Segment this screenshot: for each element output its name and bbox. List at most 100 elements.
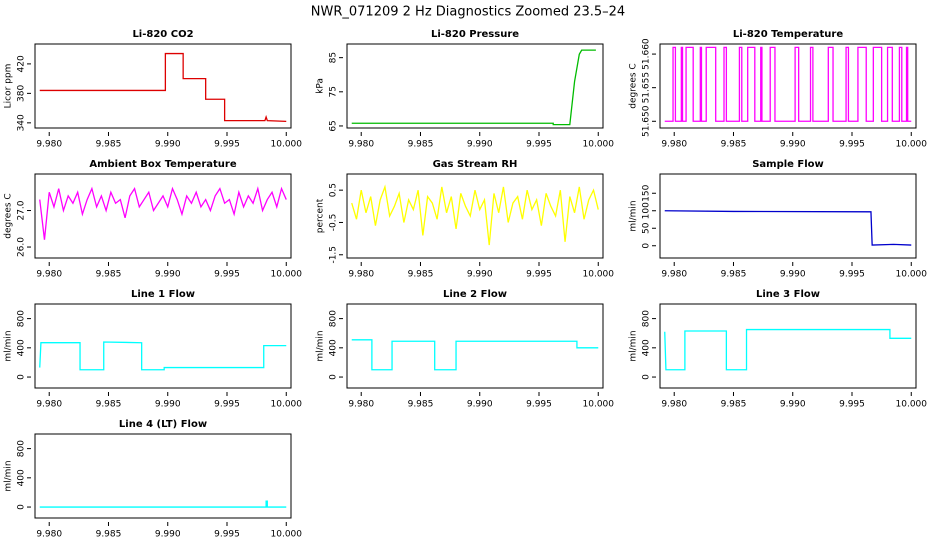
y-tick-label: 150 (642, 184, 652, 201)
x-tick-label: 9.995 (839, 400, 865, 410)
plot-frame (346, 173, 604, 259)
y-tick-label: 400 (642, 339, 652, 356)
x-tick-label: 9.990 (467, 140, 493, 150)
y-tick-label: 0.5 (329, 183, 339, 197)
x-tick-label: 9.980 (36, 270, 62, 280)
chart-title: Li-820 CO2 (132, 29, 193, 40)
x-tick-label: 9.995 (526, 400, 552, 410)
x-tick-label: 9.980 (661, 270, 687, 280)
y-axis-label: ml/min (629, 200, 639, 231)
chart-title: Line 1 Flow (131, 289, 195, 300)
x-tick-label: 10.000 (896, 270, 928, 280)
x-tick-label: 9.980 (348, 270, 374, 280)
x-tick-label: 10.000 (583, 140, 615, 150)
y-tick-label: 0 (17, 504, 27, 510)
x-tick-label: 9.985 (96, 140, 122, 150)
chart-title: Line 2 Flow (443, 289, 507, 300)
chart-title: Line 3 Flow (756, 289, 820, 300)
x-tick-label: 9.980 (36, 140, 62, 150)
y-tick-label: 51.655 (642, 72, 652, 104)
data-line (39, 341, 287, 371)
y-axis-label: percent (316, 198, 326, 233)
x-tick-label: 9.985 (721, 270, 747, 280)
x-tick-label: 9.980 (36, 400, 62, 410)
x-tick-label: 9.985 (96, 530, 122, 540)
plot-frame (34, 173, 292, 259)
x-tick-label: 9.980 (36, 530, 62, 540)
x-tick-label: 9.980 (348, 140, 374, 150)
x-tick-label: 9.990 (467, 270, 493, 280)
x-tick-label: 9.990 (780, 270, 806, 280)
y-tick-label: 400 (329, 339, 339, 356)
x-tick-label: 9.985 (408, 140, 434, 150)
x-tick-label: 9.990 (780, 400, 806, 410)
y-tick-label: 380 (17, 85, 27, 102)
x-tick-label: 9.980 (661, 140, 687, 150)
x-tick-label: 9.985 (96, 400, 122, 410)
plot-frame (34, 433, 292, 519)
data-line (664, 210, 912, 246)
y-axis-label: ml/min (4, 330, 14, 361)
x-tick-label: 10.000 (583, 270, 615, 280)
x-tick-label: 9.995 (839, 270, 865, 280)
y-axis-label: Licor ppm (4, 64, 14, 109)
x-tick-label: 9.980 (348, 400, 374, 410)
data-line (351, 339, 599, 371)
y-axis-label: degrees C (629, 63, 639, 108)
x-tick-label: 10.000 (896, 140, 928, 150)
y-tick-label: 0 (642, 243, 652, 249)
y-axis-label: ml/min (4, 460, 14, 491)
x-tick-label: 9.990 (155, 140, 181, 150)
data-line (39, 186, 287, 240)
x-tick-label: 9.985 (721, 140, 747, 150)
y-tick-label: 400 (17, 339, 27, 356)
plot-frame (34, 303, 292, 389)
x-tick-label: 9.985 (96, 270, 122, 280)
x-tick-label: 10.000 (271, 530, 303, 540)
y-tick-label: 75 (329, 86, 339, 97)
x-tick-label: 9.980 (661, 400, 687, 410)
plot-frame (659, 43, 917, 129)
x-tick-label: 9.995 (526, 140, 552, 150)
x-tick-label: 9.995 (214, 270, 240, 280)
plot-frame (659, 303, 917, 389)
page-title: NWR_071209 2 Hz Diagnostics Zoomed 23.5–… (311, 5, 625, 20)
x-tick-label: 10.000 (271, 270, 303, 280)
y-axis-label: kPa (316, 78, 326, 94)
plot-frame (659, 173, 917, 259)
data-line (351, 184, 599, 246)
y-axis-label: ml/min (316, 330, 326, 361)
chart-title: Line 4 (LT) Flow (119, 419, 207, 430)
data-line (664, 328, 912, 371)
y-axis-label: degrees C (4, 193, 14, 238)
x-tick-label: 9.995 (214, 140, 240, 150)
data-line (351, 49, 596, 126)
data-line (39, 52, 287, 123)
y-tick-label: 800 (17, 310, 27, 327)
y-tick-label: 51.650 (642, 105, 652, 137)
chart-title: Li-820 Temperature (733, 29, 843, 40)
x-tick-label: 9.990 (467, 400, 493, 410)
x-tick-label: 9.995 (839, 140, 865, 150)
y-tick-label: 400 (17, 469, 27, 486)
x-tick-label: 9.985 (408, 270, 434, 280)
y-tick-label: 51.660 (642, 38, 652, 70)
x-tick-label: 9.995 (214, 530, 240, 540)
x-tick-label: 10.000 (896, 400, 928, 410)
y-tick-label: 0 (642, 374, 652, 380)
y-tick-label: 0 (329, 374, 339, 380)
data-line (664, 46, 912, 122)
y-tick-label: 800 (642, 310, 652, 327)
y-tick-label: 50 (642, 222, 652, 234)
y-axis-label: ml/min (629, 330, 639, 361)
x-tick-label: 9.990 (155, 270, 181, 280)
chart-title: Li-820 Pressure (431, 29, 519, 40)
y-tick-label: 420 (17, 55, 27, 72)
chart-title: Sample Flow (752, 159, 824, 170)
y-tick-label: 800 (329, 310, 339, 327)
y-tick-label: 100 (642, 202, 652, 219)
y-tick-label: 65 (329, 120, 339, 131)
plot-frame (346, 303, 604, 389)
